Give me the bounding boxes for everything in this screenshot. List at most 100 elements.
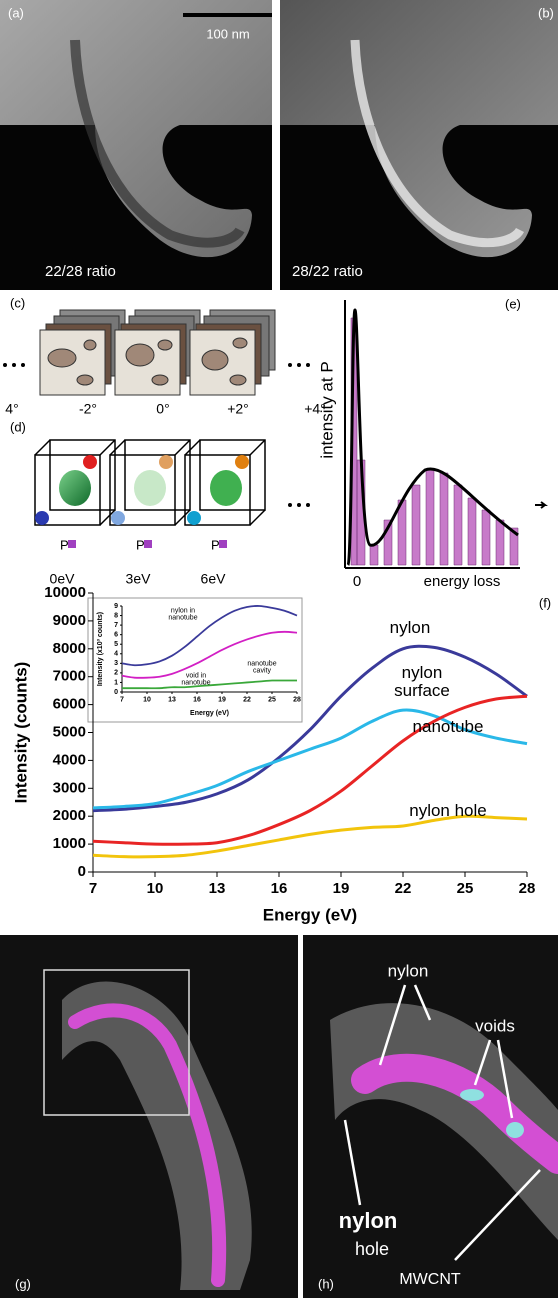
panel-label: (b) — [538, 5, 554, 20]
y-tick-label: 10000 — [44, 584, 86, 601]
annotation: MWCNT — [399, 1271, 461, 1288]
panel-label: (e) — [505, 296, 521, 311]
series-line — [121, 605, 298, 667]
series-label: nylon hole — [409, 801, 487, 821]
panel-g-tube — [68, 1003, 227, 1287]
annotation: hole — [355, 1239, 389, 1259]
y-tick-label: 2000 — [53, 807, 86, 824]
y-tick-label: 2 — [114, 670, 118, 677]
series-label: nylon in nanotube — [168, 607, 198, 622]
annotation: nylon — [388, 961, 429, 980]
y-tick-label: 5000 — [53, 723, 86, 740]
series-line — [92, 694, 528, 846]
energy: 0eV — [50, 571, 76, 587]
point-label: P — [211, 537, 220, 552]
series-label: nylon surface — [394, 663, 450, 700]
panel-h-tube — [351, 1053, 558, 1174]
series-line — [92, 814, 528, 859]
void — [460, 1089, 484, 1101]
y-tick-label: 9000 — [53, 612, 86, 629]
x-tick-label: 16 — [193, 696, 201, 703]
x-tick-label: 16 — [271, 880, 288, 897]
y-tick-label: 3 — [114, 660, 118, 667]
y-tick-label: 5 — [114, 641, 118, 648]
x-tick-label: 19 — [218, 696, 226, 703]
panel-label: (g) — [15, 1276, 31, 1291]
series-label: nanotube — [412, 717, 484, 737]
x-axis-title: energy loss — [424, 573, 501, 590]
y-tick-label: 0 — [114, 689, 118, 696]
x-tick-label: 0 — [353, 573, 361, 590]
x-tick-label: 10 — [147, 880, 164, 897]
arrows — [343, 984, 541, 1261]
series-line — [92, 708, 528, 810]
ellipsis — [3, 363, 310, 507]
x-tick-label: 7 — [120, 696, 124, 703]
series-label: void in nanotube — [181, 672, 211, 687]
void — [506, 1122, 524, 1138]
y-axis-title: Intensity (x10³ counts) — [97, 612, 104, 686]
series-line — [92, 644, 528, 813]
panel-d-blobs — [35, 455, 249, 548]
x-tick-label: 10 — [143, 696, 151, 703]
energy: 3eV — [126, 571, 152, 587]
panel-d-cubes — [34, 439, 266, 526]
x-tick-label: 19 — [333, 880, 350, 897]
y-tick-label: 0 — [78, 863, 86, 880]
panel-b-tube — [350, 39, 525, 248]
point-label: P — [136, 537, 145, 552]
y-tick-label: 6000 — [53, 696, 86, 713]
divider — [298, 935, 303, 1298]
zoom-box — [43, 969, 190, 1116]
angle: +2° — [227, 401, 249, 417]
panel-g-sample — [62, 981, 252, 1290]
x-axis-title: Energy (eV) — [263, 905, 357, 924]
y-tick-label: 7 — [114, 622, 118, 629]
annotation: voids — [475, 1016, 515, 1035]
y-tick-label: 8 — [114, 612, 118, 619]
y-tick-label: 6 — [114, 632, 118, 639]
panel-label: (c) — [10, 295, 25, 310]
y-tick-label: 3000 — [53, 779, 86, 796]
x-tick-label: 22 — [243, 696, 251, 703]
angle: 4° — [5, 401, 18, 417]
inset-box — [87, 597, 303, 723]
panel-a-tube — [70, 39, 245, 248]
panel-a-sample — [0, 0, 272, 258]
panel-e-schematic — [344, 300, 548, 569]
x-tick-label: 22 — [395, 880, 412, 897]
angle: +4° — [304, 401, 326, 417]
x-tick-label: 25 — [457, 880, 474, 897]
caption: 28/22 ratio — [292, 263, 363, 280]
y-tick-label: 8000 — [53, 640, 86, 657]
panel-label: (h) — [318, 1276, 334, 1291]
y-tick-label: 4000 — [53, 751, 86, 768]
x-tick-label: 25 — [268, 696, 276, 703]
energy: 6eV — [201, 571, 227, 587]
x-tick-label: 7 — [89, 880, 97, 897]
y-axis-title: Intensity (counts) — [11, 662, 30, 804]
series-label: nylon — [389, 618, 431, 638]
x-axis-title: Energy (eV) — [190, 710, 229, 717]
series-label: nanotube cavity — [247, 660, 277, 675]
y-tick-label: 7000 — [53, 668, 86, 685]
x-tick-label: 28 — [293, 696, 301, 703]
panel-label: (a) — [8, 5, 24, 20]
panel-b-sample — [280, 0, 558, 258]
angle: 0° — [156, 401, 169, 417]
panel-label: (d) — [10, 419, 26, 434]
x-tick-label: 13 — [168, 696, 176, 703]
point-label: P — [60, 537, 69, 552]
series-line — [122, 679, 297, 690]
scale-bar-label: 100 nm — [206, 26, 249, 41]
y-tick-label: 9 — [114, 603, 118, 610]
y-tick-label: 1000 — [53, 835, 86, 852]
series-line — [121, 630, 298, 679]
panel-c-stacks — [39, 309, 276, 396]
panel-label: (f) — [539, 595, 551, 610]
x-tick-label: 13 — [209, 880, 226, 897]
caption: 22/28 ratio — [45, 263, 116, 280]
annotation: nylon — [339, 1208, 398, 1233]
